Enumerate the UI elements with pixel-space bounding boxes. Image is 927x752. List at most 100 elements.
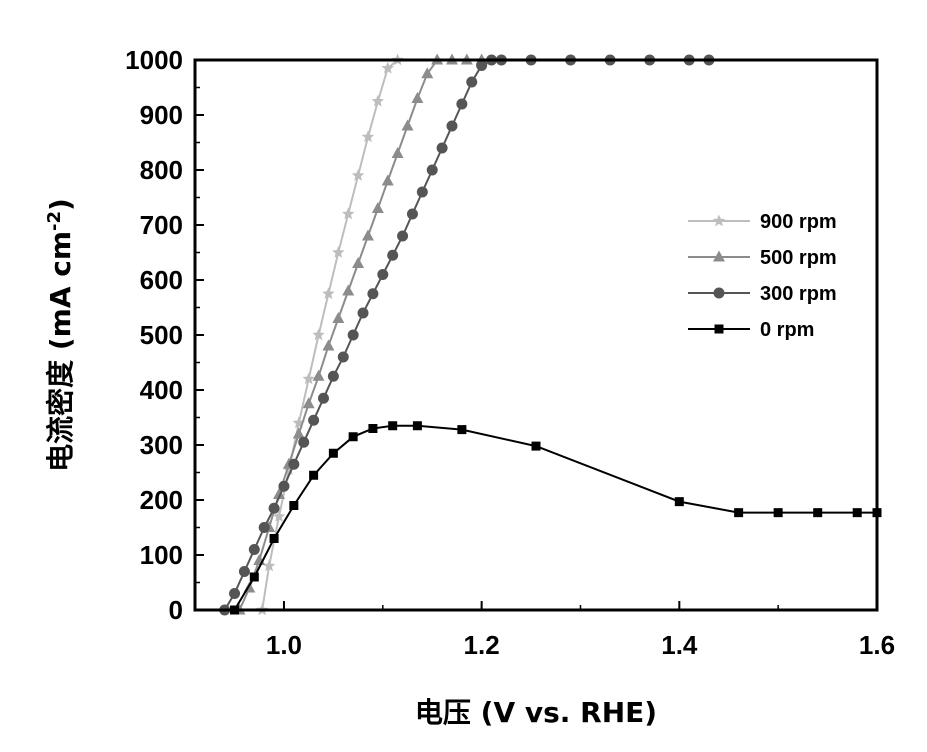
data-point (312, 369, 325, 381)
data-point (466, 76, 478, 88)
data-point (289, 501, 299, 510)
data-point (406, 208, 418, 220)
data-point (476, 60, 488, 71)
data-point (734, 508, 744, 518)
data-point (278, 480, 290, 492)
data-point (436, 142, 448, 154)
series-line (233, 424, 877, 611)
data-point (456, 98, 468, 110)
data-point (377, 269, 389, 280)
data-point (381, 174, 394, 186)
data-point (852, 508, 862, 518)
data-point (416, 186, 428, 198)
data-point (381, 61, 394, 74)
y-tick-label: 100 (140, 540, 183, 570)
data-point (446, 120, 458, 132)
data-point (371, 202, 384, 213)
legend-label: 300 rpm (760, 283, 837, 305)
data-point (348, 432, 358, 442)
data-point (773, 508, 783, 518)
data-point (269, 534, 279, 543)
data-point (411, 92, 424, 103)
data-point (302, 372, 315, 385)
data-point (273, 488, 286, 499)
y-axis-title-main: 电流密度 (mA cm (44, 231, 77, 472)
data-point (813, 508, 823, 518)
data-point (531, 441, 541, 451)
y-axis-title-superscript: -2 (44, 211, 65, 231)
data-point (302, 397, 315, 409)
y-tick-label: 400 (140, 375, 183, 405)
legend-label: 900 rpm (760, 211, 837, 233)
data-point (322, 287, 335, 299)
series-layer (219, 53, 882, 616)
y-tick-label: 900 (140, 100, 183, 130)
data-point (387, 249, 399, 261)
x-axis-title: 电压 (V vs. RHE) (415, 696, 657, 729)
y-axis-title-close: ) (44, 198, 77, 211)
data-point (272, 510, 286, 522)
data-point (361, 229, 374, 241)
data-point (327, 370, 339, 382)
data-point (342, 207, 355, 220)
data-point (421, 67, 434, 79)
y-tick-label: 500 (140, 320, 183, 350)
data-point (412, 421, 422, 431)
data-point (229, 588, 241, 599)
legend-item: 300 rpm (688, 283, 837, 305)
legend-marker (712, 214, 726, 227)
data-point (347, 329, 359, 341)
legend-marker (713, 287, 725, 299)
y-tick-label: 200 (140, 485, 183, 515)
legend-label: 500 rpm (760, 247, 837, 269)
data-point (388, 421, 398, 431)
data-point (367, 288, 379, 300)
data-point (258, 522, 270, 533)
data-point (397, 230, 409, 242)
data-point (322, 339, 335, 351)
data-point (309, 470, 319, 480)
y-tick-label: 0 (169, 595, 183, 625)
data-point (401, 119, 414, 131)
data-point (328, 448, 338, 458)
legend-item: 0 rpm (688, 319, 814, 341)
series-triangle (233, 53, 488, 615)
data-point (288, 458, 300, 470)
data-point (674, 497, 684, 507)
data-point (262, 559, 276, 572)
series-square (230, 421, 882, 615)
x-tick-label: 1.2 (464, 630, 500, 660)
y-tick-label: 1000 (125, 45, 183, 75)
series-line (261, 59, 399, 611)
data-point (308, 414, 320, 426)
legend-marker (714, 324, 724, 334)
data-point (391, 147, 404, 158)
data-point (292, 427, 305, 439)
data-point (361, 130, 375, 143)
data-point (457, 425, 467, 435)
y-tick-label: 600 (140, 265, 183, 295)
legend-label: 0 rpm (760, 319, 814, 341)
data-point (249, 572, 259, 582)
data-point (332, 312, 345, 323)
data-point (342, 284, 355, 296)
legend-item: 500 rpm (688, 247, 837, 269)
x-tick-label: 1.4 (661, 630, 698, 660)
series-star (256, 53, 404, 616)
data-point (351, 169, 365, 181)
y-tick-label: 300 (140, 430, 183, 460)
series-circle (219, 54, 715, 616)
data-point (426, 164, 438, 176)
data-point (248, 544, 260, 555)
ticks-layer: 1.0 1.2 1.4 1.6 0 100 200 300 400 500 600 700 800 900… (125, 45, 895, 660)
series-line (223, 59, 709, 611)
legend: 900 rpm 500 rpm 300 rpm 0 rpm (688, 211, 837, 341)
data-point (238, 566, 250, 577)
data-point (368, 424, 378, 433)
data-point (268, 502, 280, 514)
data-point (337, 351, 349, 363)
data-point (352, 257, 365, 268)
data-point (317, 392, 329, 404)
data-point (312, 328, 325, 341)
